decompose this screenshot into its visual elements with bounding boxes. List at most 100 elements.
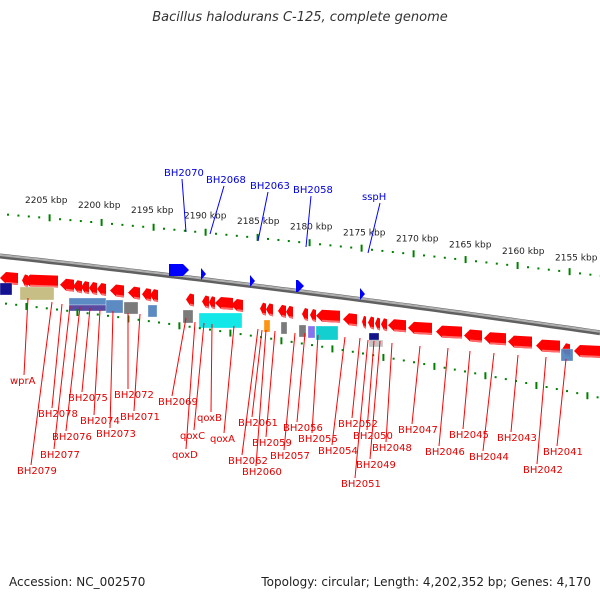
reverse-gene-label[interactable]: BH2059 bbox=[252, 438, 292, 449]
reverse-gene-label[interactable]: BH2057 bbox=[270, 451, 310, 462]
reverse-gene-label[interactable]: BH2055 bbox=[298, 434, 338, 445]
reverse-gene-label[interactable]: BH2073 bbox=[96, 429, 136, 440]
reverse-gene-label[interactable]: BH2047 bbox=[398, 425, 438, 436]
ruler-label: 2185 kbp bbox=[237, 217, 280, 227]
lower-major-tick bbox=[25, 302, 28, 310]
ruler-label: 2160 kbp bbox=[502, 247, 545, 257]
reverse-gene-label[interactable]: BH2043 bbox=[497, 433, 537, 444]
forward-gene-arrow bbox=[169, 264, 189, 276]
lower-major-tick bbox=[229, 329, 232, 337]
ruler-minor-tick bbox=[173, 228, 176, 231]
reverse-gene-label[interactable]: qoxD bbox=[172, 450, 198, 461]
reverse-gene-label[interactable]: BH2077 bbox=[40, 450, 80, 461]
reverse-gene-label[interactable]: qoxB bbox=[197, 413, 222, 424]
reverse-gene-arrow bbox=[60, 278, 74, 292]
lower-minor-tick bbox=[311, 344, 313, 347]
protein-domain-box bbox=[0, 282, 13, 296]
gene-shadow bbox=[371, 326, 374, 330]
forward-gene-label[interactable]: BH2063 bbox=[250, 181, 290, 192]
ruler-major-tick bbox=[48, 214, 51, 222]
reverse-gene-label[interactable]: BH2052 bbox=[338, 419, 378, 430]
lower-minor-tick bbox=[117, 316, 120, 319]
forward-gene-label[interactable]: BH2068 bbox=[206, 175, 246, 186]
reverse-gene-label[interactable]: BH2060 bbox=[242, 467, 282, 478]
reverse-gene-label[interactable]: BH2042 bbox=[523, 465, 563, 476]
reverse-gene-label[interactable]: BH2044 bbox=[469, 452, 509, 463]
gene-shadow bbox=[377, 327, 380, 331]
reverse-gene-label[interactable]: wprA bbox=[10, 376, 36, 387]
reverse-gene-label[interactable]: BH2062 bbox=[228, 456, 268, 467]
forward-gene-arrow bbox=[360, 288, 365, 300]
reverse-gene-label[interactable]: BH2069 bbox=[158, 397, 198, 408]
reverse-gene-label[interactable]: BH2061 bbox=[238, 418, 278, 429]
protein-domain-box bbox=[19, 286, 55, 301]
reverse-label-connector bbox=[109, 310, 114, 429]
reverse-gene-label[interactable]: qoxC bbox=[180, 431, 205, 442]
ruler-minor-tick bbox=[547, 268, 550, 271]
lower-minor-tick bbox=[5, 302, 7, 305]
reverse-gene-label[interactable]: BH2072 bbox=[114, 390, 154, 401]
lower-minor-tick bbox=[362, 352, 364, 355]
protein-domain-box bbox=[280, 321, 288, 335]
reverse-gene-label[interactable]: BH2071 bbox=[120, 412, 160, 423]
forward-gene-label[interactable]: sspH bbox=[362, 192, 386, 203]
gene-shadow bbox=[490, 342, 506, 346]
ruler-minor-tick bbox=[589, 273, 592, 276]
reverse-label-connector bbox=[482, 352, 495, 452]
forward-label-connector bbox=[181, 178, 187, 233]
lower-major-tick bbox=[382, 353, 385, 361]
gene-shadow bbox=[442, 335, 462, 339]
lower-minor-tick bbox=[209, 328, 211, 331]
forward-gene-arrow bbox=[296, 280, 304, 292]
lower-major-tick bbox=[535, 382, 538, 390]
gene-shadow bbox=[305, 317, 308, 321]
gene-shadow bbox=[349, 323, 357, 327]
ruler-minor-tick bbox=[475, 260, 477, 263]
reverse-gene-arrow bbox=[150, 289, 158, 303]
domain-track bbox=[0, 282, 574, 362]
reverse-gene-label[interactable]: BH2050 bbox=[353, 431, 393, 442]
reverse-gene-label[interactable]: BH2054 bbox=[318, 446, 358, 457]
gene-shadow bbox=[146, 298, 151, 302]
forward-gene-label[interactable]: BH2070 bbox=[164, 168, 204, 179]
ruler-minor-tick bbox=[537, 267, 540, 270]
reverse-gene-label[interactable]: BH2041 bbox=[543, 447, 583, 458]
gene-shadow bbox=[289, 315, 293, 319]
reverse-gene-label[interactable]: BH2074 bbox=[80, 416, 120, 427]
reverse-label-connector bbox=[53, 305, 71, 450]
reverse-gene-label[interactable]: BH2079 bbox=[17, 466, 57, 477]
lower-minor-tick bbox=[158, 321, 160, 324]
reverse-gene-arrow bbox=[574, 345, 600, 358]
reverse-gene-label[interactable]: BH2045 bbox=[449, 430, 489, 441]
reverse-gene-label[interactable]: BH2076 bbox=[52, 432, 92, 443]
gene-shadow bbox=[580, 355, 600, 358]
reverse-gene-arrow bbox=[266, 303, 273, 317]
reverse-label-connector bbox=[438, 347, 449, 447]
ruler-major-tick bbox=[360, 244, 363, 252]
gene-shadow bbox=[384, 328, 387, 332]
reverse-gene-label[interactable]: BH2046 bbox=[425, 447, 465, 458]
reverse-gene-label[interactable]: BH2048 bbox=[372, 443, 412, 454]
ruler-minor-tick bbox=[131, 224, 134, 227]
reverse-gene-label[interactable]: BH2056 bbox=[283, 423, 323, 434]
ruler-minor-tick bbox=[391, 251, 394, 254]
ruler-minor-tick bbox=[277, 238, 280, 241]
gene-shadow bbox=[134, 296, 140, 300]
reverse-gene-label[interactable]: BH2051 bbox=[341, 479, 381, 490]
forward-gene-label[interactable]: BH2058 bbox=[293, 185, 333, 196]
backbone-line bbox=[0, 253, 600, 336]
reverse-gene-label[interactable]: qoxA bbox=[210, 434, 235, 445]
reverse-gene-label[interactable]: BH2075 bbox=[68, 393, 108, 404]
protein-domain-box bbox=[105, 299, 124, 314]
gene-shadow bbox=[205, 305, 209, 309]
lower-minor-tick bbox=[249, 334, 252, 337]
gene-shadow bbox=[85, 291, 89, 295]
protein-domain-box bbox=[182, 309, 194, 324]
protein-domain-box bbox=[368, 339, 384, 348]
reverse-label-connector bbox=[51, 303, 63, 409]
lower-minor-tick bbox=[35, 306, 38, 309]
lower-minor-tick bbox=[474, 372, 477, 375]
reverse-gene-label[interactable]: BH2049 bbox=[356, 460, 396, 471]
gene-shadow bbox=[414, 331, 432, 335]
gene-shadow bbox=[542, 349, 560, 353]
